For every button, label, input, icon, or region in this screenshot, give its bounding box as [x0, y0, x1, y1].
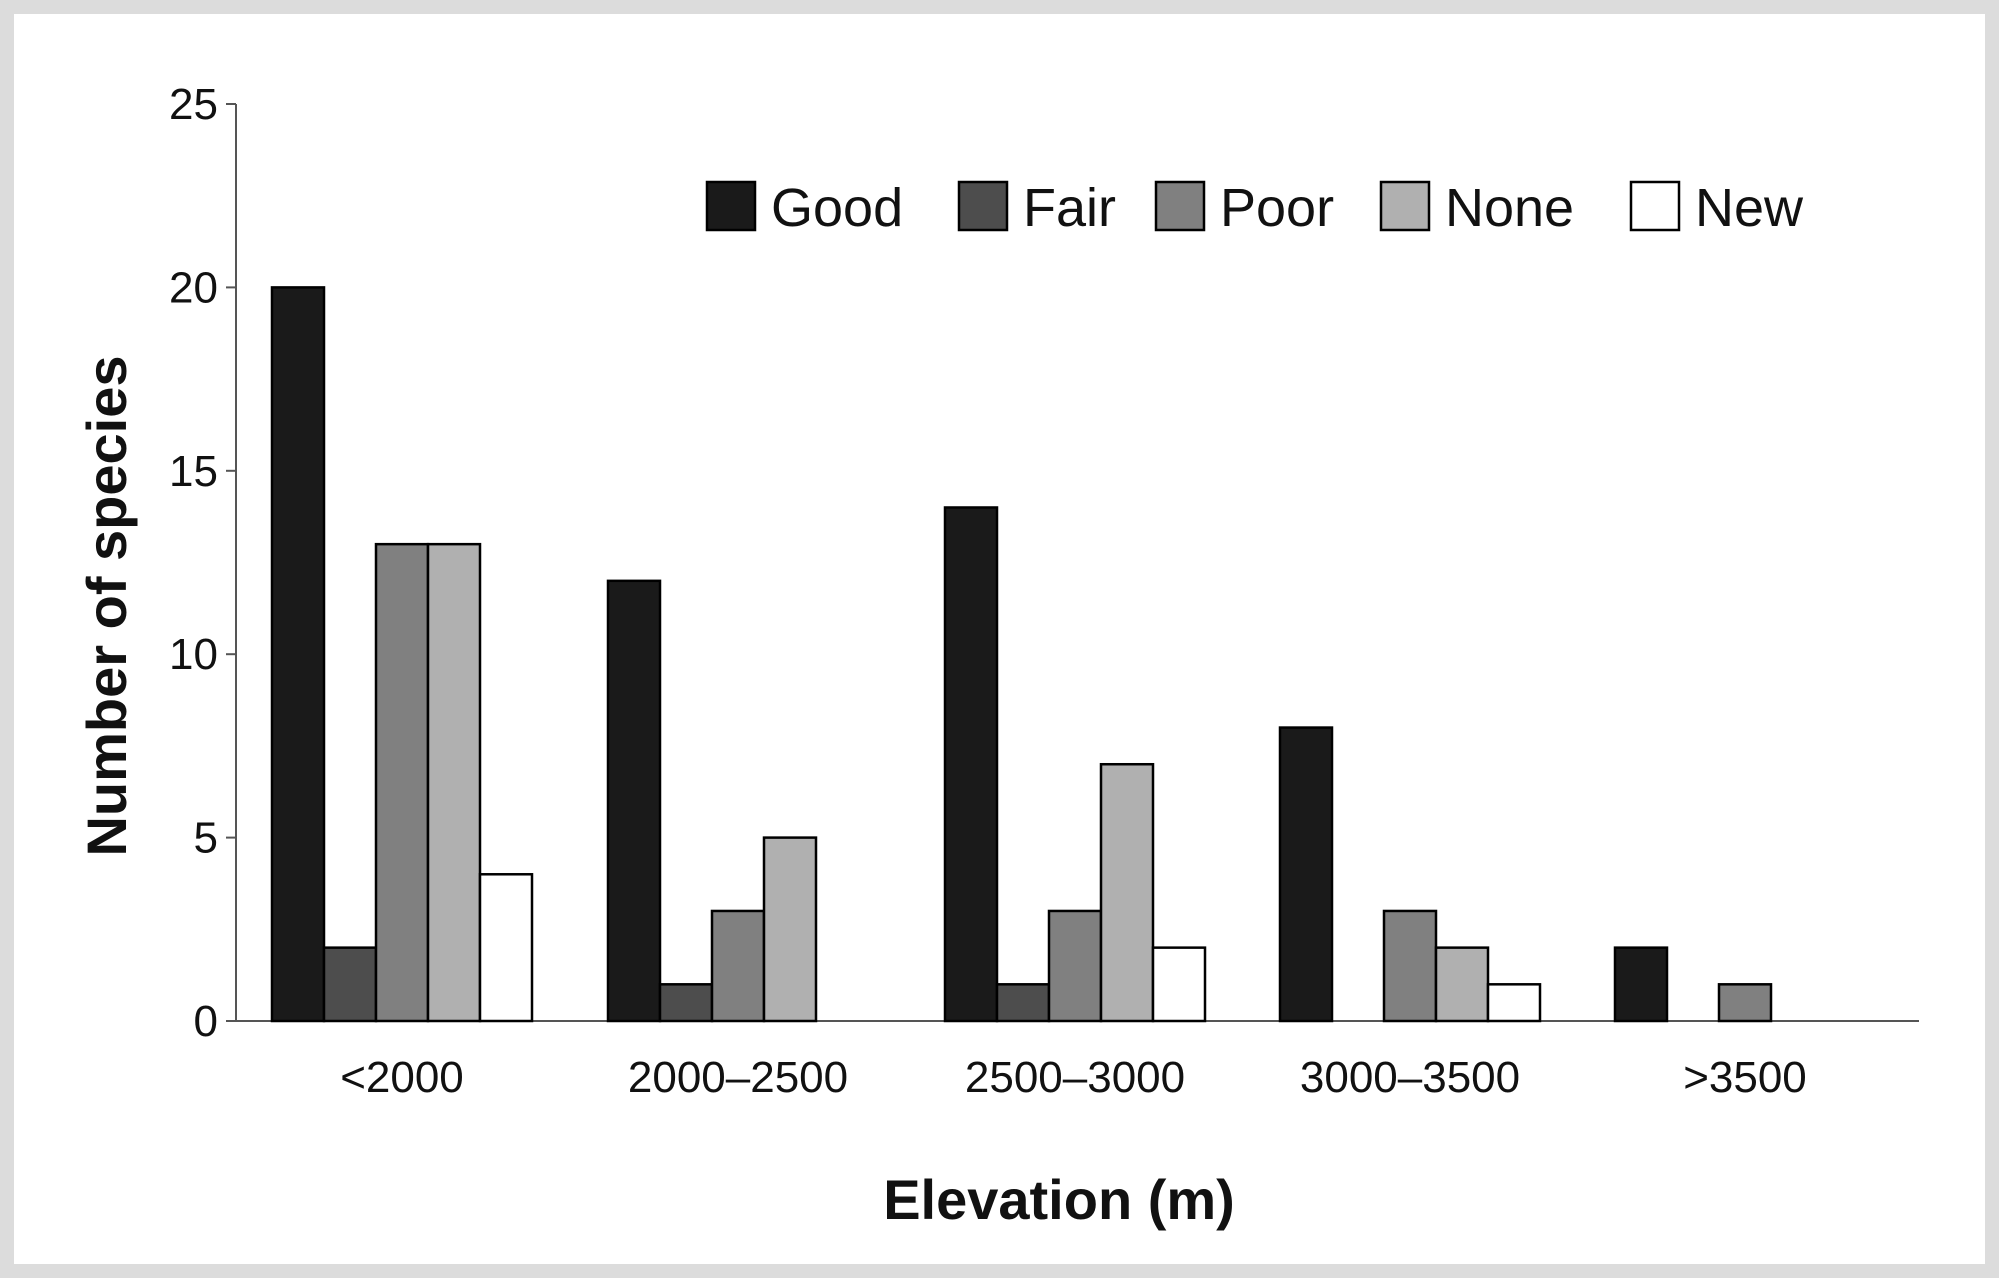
y-axis-title: Number of species — [75, 355, 138, 856]
bar-good-2000-2500 — [606, 579, 662, 1023]
bar-good-2500-3000 — [943, 506, 999, 1023]
bar-none-2000 — [426, 542, 482, 1023]
bar-fair-2500-3000 — [995, 983, 1051, 1023]
legend-label: New — [1695, 178, 1804, 238]
bar-poor-3500 — [1717, 983, 1773, 1023]
bar-new-2500-3000 — [1151, 946, 1207, 1023]
bar-group-2500-3000 — [943, 506, 1207, 1023]
legend-label: Poor — [1220, 178, 1334, 238]
legend: Good Fair Poor None New — [705, 178, 1804, 238]
bar-chart: 0 5 10 15 20 25 <2000 2000–2500 2500–3000 3000–3… — [75, 80, 1919, 1231]
bar-new-2000 — [478, 873, 534, 1023]
legend-swatch — [957, 180, 1009, 232]
y-axis: 0 5 10 15 20 25 — [169, 80, 237, 1046]
legend-item-good: Good — [705, 178, 903, 238]
bar-none-2500-3000 — [1099, 762, 1155, 1023]
legend-label: None — [1445, 178, 1574, 238]
y-tick-label: 20 — [169, 263, 218, 312]
bar-group-2000-2500 — [606, 579, 818, 1023]
legend-item-poor: Poor — [1154, 178, 1334, 238]
legend-swatch — [1154, 180, 1206, 232]
y-tick-label: 0 — [194, 997, 218, 1046]
legend-item-none: None — [1379, 178, 1574, 238]
legend-item-new: New — [1629, 178, 1804, 238]
bar-group-3000-3500 — [1278, 726, 1542, 1023]
bar-none-2000-2500 — [762, 836, 818, 1023]
bar-poor-2500-3000 — [1047, 909, 1103, 1023]
y-tick-label: 5 — [194, 814, 218, 863]
x-tick-label: 2500–3000 — [965, 1053, 1185, 1102]
bar-poor-3000-3500 — [1382, 909, 1438, 1023]
x-tick-label: <2000 — [340, 1053, 464, 1102]
bar-good-3500 — [1613, 946, 1669, 1023]
x-tick-label: >3500 — [1683, 1053, 1807, 1102]
legend-label: Fair — [1023, 178, 1116, 238]
y-tick-label: 25 — [169, 80, 218, 129]
bar-group-3500 — [1613, 946, 1773, 1023]
bar-good-2000 — [270, 286, 326, 1023]
legend-swatch — [1379, 180, 1431, 232]
y-tick-label: 10 — [169, 630, 218, 679]
bar-group-2000 — [270, 286, 534, 1023]
bar-none-3000-3500 — [1434, 946, 1490, 1023]
bar-fair-2000-2500 — [658, 983, 714, 1023]
x-axis: <2000 2000–2500 2500–3000 3000–3500 >3500 — [236, 1020, 1919, 1102]
bar-poor-2000 — [374, 542, 430, 1023]
chart-frame: 0 5 10 15 20 25 <2000 2000–2500 2500–3000 3000–3… — [14, 14, 1985, 1264]
x-axis-title: Elevation (m) — [883, 1168, 1235, 1231]
bars — [270, 286, 1773, 1023]
x-tick-label: 2000–2500 — [628, 1053, 848, 1102]
legend-label: Good — [771, 178, 903, 238]
legend-item-fair: Fair — [957, 178, 1116, 238]
legend-swatch — [1629, 180, 1681, 232]
bar-poor-2000-2500 — [710, 909, 766, 1023]
bar-fair-2000 — [322, 946, 378, 1023]
y-tick-label: 15 — [169, 447, 218, 496]
legend-swatch — [705, 180, 757, 232]
bar-new-3000-3500 — [1486, 983, 1542, 1023]
bar-good-3000-3500 — [1278, 726, 1334, 1023]
x-tick-label: 3000–3500 — [1300, 1053, 1520, 1102]
